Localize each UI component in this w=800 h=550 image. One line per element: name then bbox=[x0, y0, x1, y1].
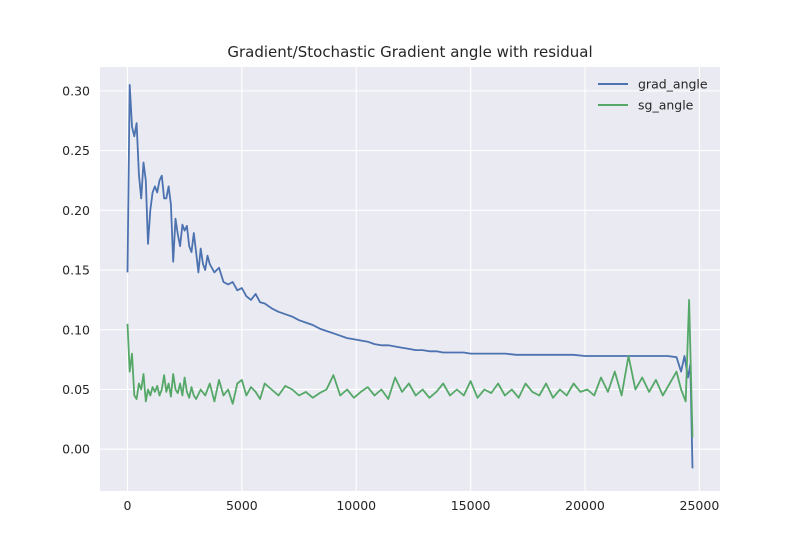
grid-lines bbox=[100, 67, 720, 491]
y-tick-label: 0.00 bbox=[62, 442, 90, 457]
plot-area bbox=[100, 67, 720, 491]
x-tick-label: 5000 bbox=[226, 498, 258, 513]
series-line-sg-angle bbox=[126, 299, 694, 438]
series-lines bbox=[126, 84, 694, 469]
y-tick-label: 0.10 bbox=[62, 322, 90, 337]
x-tick-label: 15000 bbox=[451, 498, 491, 513]
series-line-grad-angle bbox=[126, 84, 694, 469]
legend-label: sg_angle bbox=[638, 98, 694, 113]
x-tick-label: 0 bbox=[123, 498, 131, 513]
x-tick-label: 20000 bbox=[565, 498, 605, 513]
x-tick-label: 25000 bbox=[680, 498, 720, 513]
legend-label: grad_angle bbox=[638, 77, 708, 92]
axis-ticks: 0 5000 10000 15000 20000 25000 0.00 0.05 0.10 0.1… bbox=[62, 83, 719, 513]
y-tick-label: 0.25 bbox=[62, 143, 90, 158]
legend: grad_angle sg_angle bbox=[598, 77, 708, 113]
y-tick-label: 0.05 bbox=[62, 382, 90, 397]
y-tick-label: 0.30 bbox=[62, 83, 90, 98]
x-tick-label: 10000 bbox=[336, 498, 376, 513]
y-tick-label: 0.15 bbox=[62, 263, 90, 278]
y-tick-label: 0.20 bbox=[62, 203, 90, 218]
chart-title: Gradient/Stochastic Gradient angle with … bbox=[227, 43, 592, 61]
